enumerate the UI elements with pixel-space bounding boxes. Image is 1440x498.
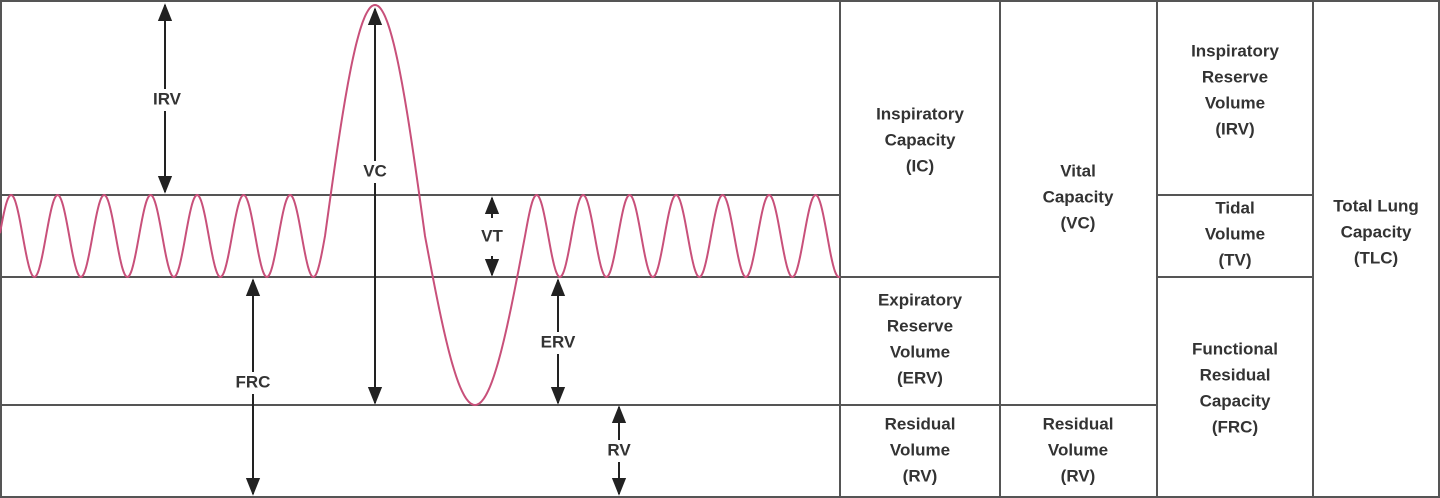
cell-text: Volume — [890, 342, 950, 361]
cell-text: Volume — [1205, 93, 1265, 112]
cell-text: Volume — [1205, 224, 1265, 243]
cell-text: Volume — [1048, 440, 1108, 459]
cell-text: Total Lung — [1333, 196, 1419, 215]
cell-text: Expiratory — [878, 290, 963, 309]
arrow-label: VC — [363, 161, 387, 180]
cell-text: Residual — [1200, 365, 1271, 384]
cell-text: (VC) — [1061, 213, 1096, 232]
cell-text: (FRC) — [1212, 417, 1258, 436]
cell-text: (RV) — [903, 466, 938, 485]
cell-text: (IRV) — [1215, 119, 1254, 138]
labels: IRV VC VT FRC ERV RV — [147, 89, 639, 462]
table-cells: Inspiratory Capacity (IC) Expiratory Reserve… — [876, 41, 1419, 485]
label-bg — [472, 226, 512, 248]
label-bg — [147, 89, 187, 111]
label-bg — [355, 161, 395, 183]
cell-text: Reserve — [1202, 67, 1268, 86]
cell-text: Residual — [885, 414, 956, 433]
cell-text: (IC) — [906, 156, 934, 175]
cell-text: Inspiratory — [876, 104, 964, 123]
cell-text: Volume — [890, 440, 950, 459]
cell-text: Capacity — [1043, 187, 1114, 206]
arrow-label: ERV — [541, 332, 576, 351]
cell-text: (RV) — [1061, 466, 1096, 485]
cell-text: Functional — [1192, 339, 1278, 358]
cell-text: Capacity — [885, 130, 956, 149]
cell-text: Residual — [1043, 414, 1114, 433]
cell-text: (ERV) — [897, 368, 943, 387]
label-bg — [233, 372, 273, 394]
arrow-label: FRC — [236, 372, 271, 391]
cell-text: Vital — [1060, 161, 1096, 180]
label-bg — [599, 440, 639, 462]
arrow-label: VT — [481, 226, 503, 245]
arrow-label: RV — [607, 440, 631, 459]
cell-text: Reserve — [887, 316, 953, 335]
cell-text: Inspiratory — [1191, 41, 1279, 60]
cell-text: Capacity — [1200, 391, 1271, 410]
cell-text: Capacity — [1341, 222, 1412, 241]
cell-text: Tidal — [1215, 198, 1254, 217]
volume-wave — [0, 3, 841, 407]
arrow-label: IRV — [153, 89, 182, 108]
cell-text: (TV) — [1218, 250, 1251, 269]
label-bg — [538, 332, 578, 354]
cell-text: (TLC) — [1354, 248, 1398, 267]
